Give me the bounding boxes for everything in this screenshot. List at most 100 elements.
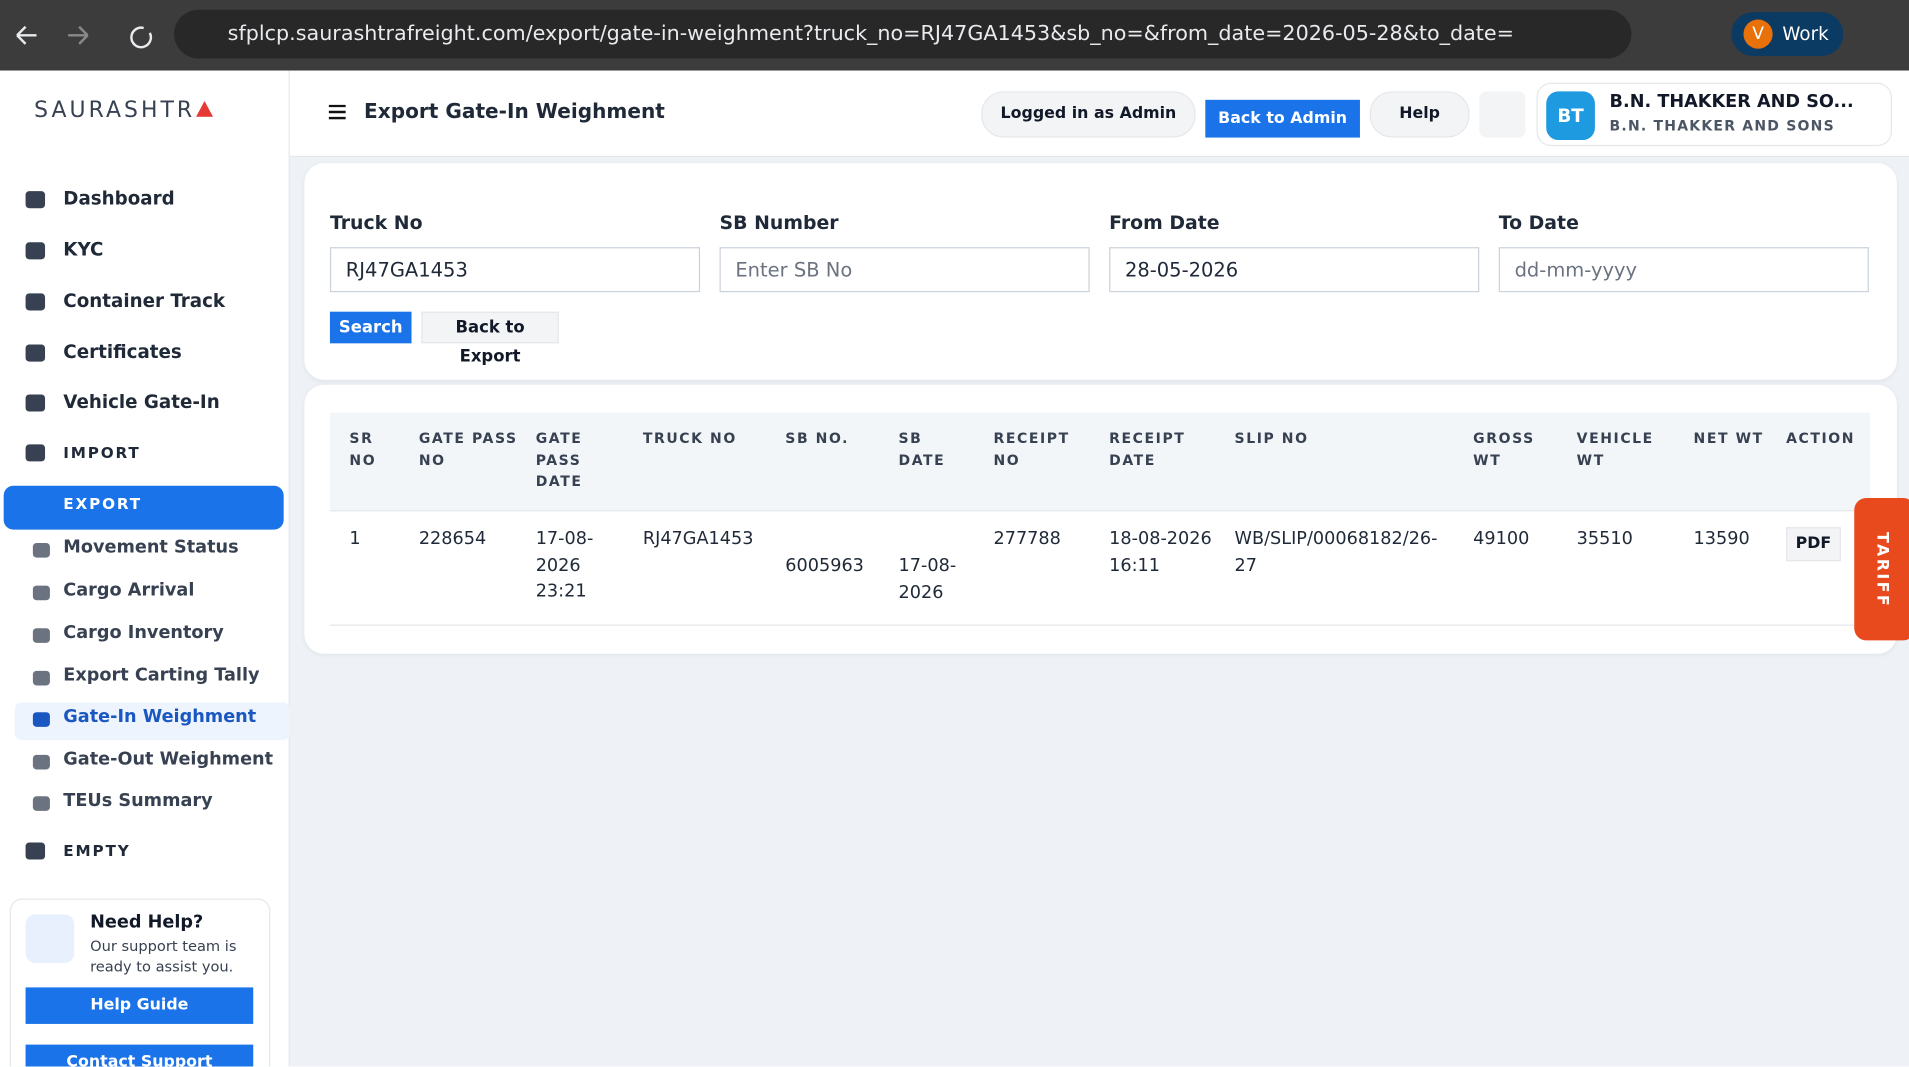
page-title: Export Gate-In Weighment [364, 99, 665, 123]
tariff-label: TARIFF [1872, 532, 1891, 609]
column-header: ACTION [1786, 429, 1856, 447]
user-avatar: BT [1546, 91, 1595, 141]
field-input[interactable]: 28-05-2026 [1109, 247, 1480, 293]
logo-text: SAURASHTR [34, 97, 196, 123]
nav-subitem[interactable]: Cargo Inventory [63, 623, 224, 643]
help-card: Need Help? Our support team is ready to … [9, 898, 271, 1067]
table-cell: 1 [349, 529, 361, 550]
profile-label: Work [1782, 23, 1829, 46]
browser-toolbar: sfplcp.saurashtrafreight.com/export/gate… [0, 0, 1909, 71]
tariff-tab[interactable]: TARIFF [1854, 497, 1909, 641]
column-header: VEHICLE WT [1576, 429, 1654, 469]
menu-toggle[interactable] [328, 104, 346, 120]
nav-icon [32, 670, 50, 686]
column-header: RECEIPT DATE [1109, 429, 1186, 469]
table-cell: RJ47GA1453 [642, 529, 754, 550]
logo-mark [196, 101, 214, 117]
nav-icon [25, 242, 46, 260]
nav-icon [25, 444, 46, 462]
help-guide-button[interactable]: Help Guide [25, 987, 254, 1024]
nav-active-bg [14, 702, 290, 741]
nav-subitem[interactable]: Export Carting Tally [63, 665, 260, 686]
search-button[interactable]: Search [329, 311, 412, 344]
profile-avatar: V [1743, 19, 1773, 49]
logo: SAURASHTR [34, 97, 214, 123]
table-cell: 17-08-2026 23:21 [535, 529, 594, 602]
nav-section[interactable]: EXPORT [63, 494, 142, 513]
column-header: NET WT [1693, 429, 1764, 447]
nav-subitem[interactable]: TEUs Summary [63, 791, 213, 811]
field-placeholder: Enter SB No [735, 258, 853, 282]
nav-icon [32, 543, 50, 558]
field-input[interactable]: dd-mm-yyyy [1498, 247, 1869, 293]
field-input[interactable]: Enter SB No [719, 247, 1090, 293]
column-header: GATE PASS DATE [535, 429, 583, 490]
header: Export Gate-In Weighment Logged in as Ad… [289, 70, 1909, 158]
theme-toggle[interactable] [1479, 91, 1526, 138]
nav-icon [25, 394, 46, 412]
nav-item[interactable]: KYC [63, 238, 104, 261]
field-label: To Date [1498, 211, 1579, 234]
column-header: SR NO [349, 429, 377, 469]
profile-button[interactable]: V Work [1731, 12, 1844, 57]
sidebar: SAURASHTR Need Help? Our support team is… [0, 70, 290, 1067]
field-label: Truck No [329, 211, 423, 234]
field-label: SB Number [719, 211, 839, 234]
company-subtitle: B.N. THAKKER AND SONS [1609, 116, 1835, 134]
field-placeholder: dd-mm-yyyy [1514, 258, 1638, 282]
back-to-admin-button[interactable]: Back to Admin [1205, 99, 1360, 138]
nav-icon [32, 796, 50, 811]
column-header: TRUCK NO [642, 429, 737, 447]
nav-icon [32, 712, 50, 727]
column-header: SLIP NO [1234, 429, 1309, 447]
user-menu[interactable]: BT B.N. THAKKER AND SO... B.N. THAKKER A… [1536, 82, 1892, 147]
nav-section[interactable]: IMPORT [63, 443, 141, 462]
back-to-export-button[interactable]: Back to Export [421, 311, 559, 366]
field-label: From Date [1109, 211, 1220, 234]
help-button[interactable]: Help [1369, 91, 1470, 138]
field-input[interactable]: RJ47GA1453 [329, 247, 701, 293]
nav-subitem[interactable]: Movement Status [63, 538, 239, 558]
company-name: B.N. THAKKER AND SO... [1609, 92, 1854, 113]
nav-icon [25, 842, 46, 860]
help-icon [25, 914, 75, 964]
nav-icon [32, 585, 50, 601]
table-header-row [329, 412, 1871, 512]
address-bar[interactable]: sfplcp.saurashtrafreight.com/export/gate… [174, 9, 1632, 59]
field-value: RJ47GA1453 [345, 258, 468, 282]
column-header: GROSS WT [1473, 429, 1535, 469]
table-cell: 13590 [1693, 529, 1750, 550]
help-title: Need Help? [90, 913, 204, 933]
nav-buttons[interactable] [12, 22, 158, 49]
nav-item[interactable]: Container Track [63, 289, 226, 312]
table-cell: WB/SLIP/00068182/26-27 [1234, 529, 1438, 576]
column-header: SB DATE [898, 429, 946, 469]
nav-subitem[interactable]: Cargo Arrival [63, 580, 195, 601]
nav-subitem[interactable]: Gate-Out Weighment [63, 749, 274, 770]
nav-section[interactable]: EMPTY [63, 841, 131, 860]
pdf-button[interactable]: PDF [1786, 527, 1841, 562]
table-cell: 228654 [418, 529, 487, 550]
column-header: SB NO. [785, 429, 850, 447]
help-text: Our support team is ready to assist you. [90, 937, 237, 976]
field-value: 28-05-2026 [1124, 258, 1239, 282]
column-header: GATE PASS NO [418, 429, 518, 469]
nav-section-active[interactable] [3, 485, 284, 530]
table-cell: 18-08-2026 16:11 [1109, 529, 1212, 576]
row-divider [329, 624, 1871, 626]
nav-icon [25, 344, 46, 362]
nav-icon [32, 628, 50, 643]
table-cell: 17-08-2026 [898, 556, 957, 603]
nav-item[interactable]: Dashboard [63, 187, 175, 210]
table-cell: 6005963 [785, 556, 864, 576]
nav-icon [25, 191, 46, 209]
nav-subitem[interactable]: Gate-In Weighment [63, 707, 257, 727]
nav-item[interactable]: Certificates [63, 340, 182, 363]
table-cell: 277788 [993, 529, 1061, 550]
column-header: RECEIPT NO [993, 429, 1070, 469]
nav-item[interactable]: Vehicle Gate-In [63, 390, 220, 413]
table-cell: 35510 [1576, 529, 1633, 550]
contact-support-button[interactable]: Contact Support [25, 1044, 254, 1067]
